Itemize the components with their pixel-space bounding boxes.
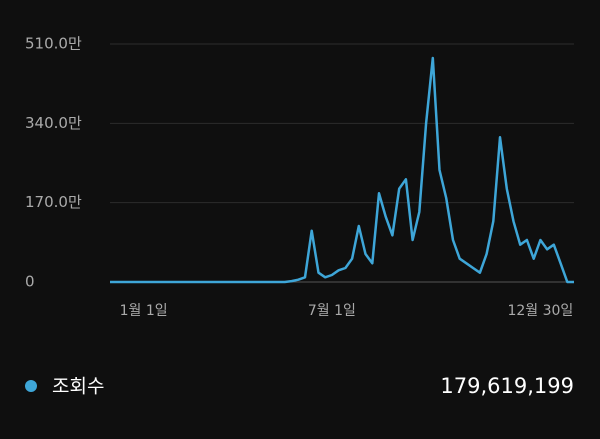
y-tick-label: 170.0만 [25,193,82,211]
x-tick-label: 1월 1일 [120,303,168,319]
x-tick-label: 12월 30일 [507,303,573,319]
legend-label: 조회수 [52,376,104,398]
y-tick-label: 510.0만 [25,35,82,53]
total-value: 179,619,199 [440,374,574,398]
y-tick-label: 340.0만 [25,114,82,132]
data-line [110,56,574,284]
y-tick-label: 0 [25,273,35,291]
legend-dot [25,380,37,392]
x-tick-label: 7월 1일 [308,303,356,319]
